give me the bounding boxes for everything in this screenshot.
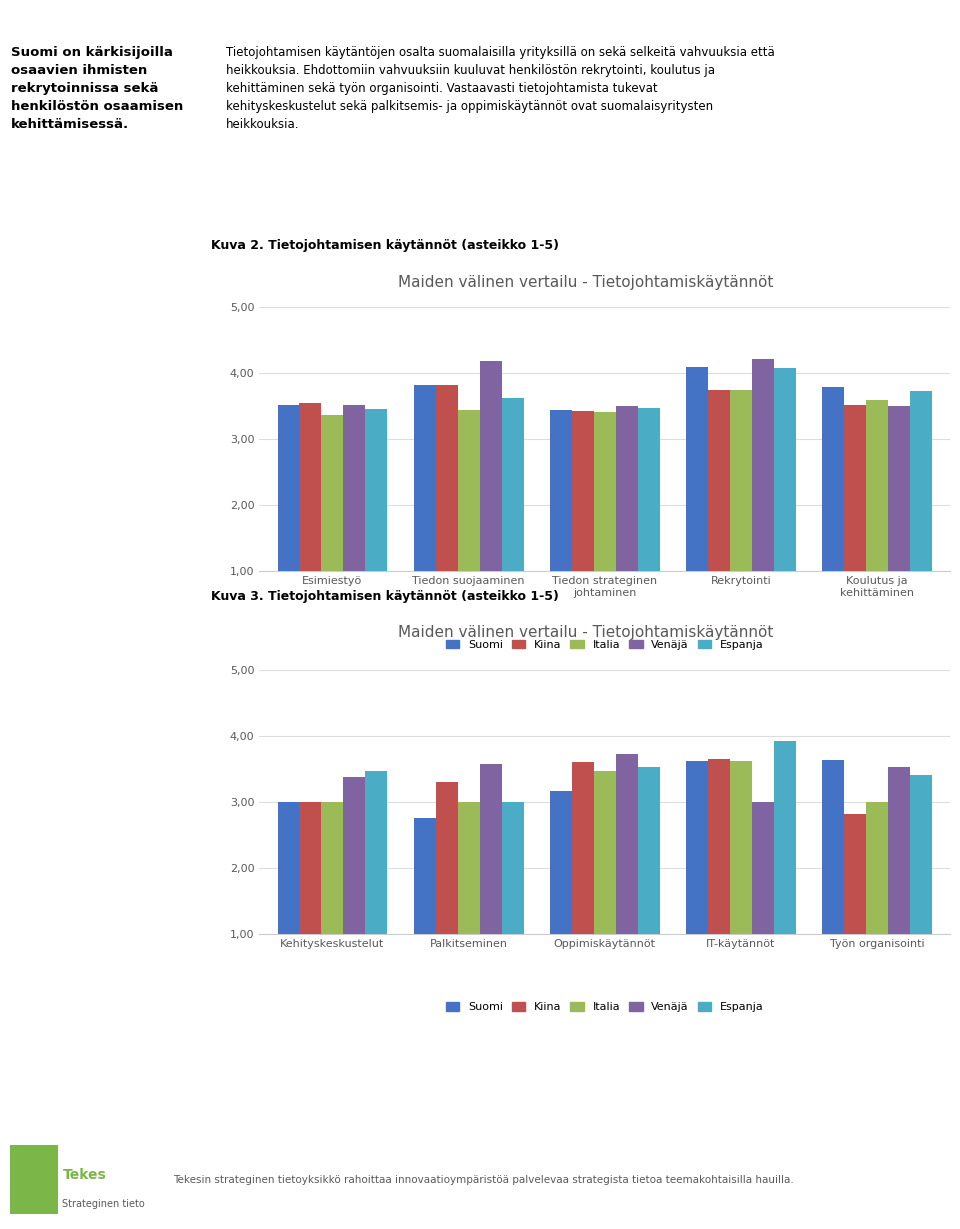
- Bar: [910, 391, 932, 638]
- Bar: [344, 778, 366, 1000]
- Bar: [730, 390, 752, 638]
- Bar: [866, 399, 888, 638]
- Legend: Suomi, Kiina, Italia, Venäjä, Espanja: Suomi, Kiina, Italia, Venäjä, Espanja: [442, 635, 768, 654]
- Bar: [458, 803, 480, 1000]
- Text: Maiden välinen vertailu - Tietojohtamiskäytännöt: Maiden välinen vertailu - Tietojohtamisk…: [397, 626, 774, 640]
- Bar: [550, 409, 572, 638]
- Bar: [322, 803, 344, 1000]
- Text: Tekesin strateginen tietoyksikkö rahoittaa innovaatioympäristöä palvelevaa strat: Tekesin strateginen tietoyksikkö rahoitt…: [173, 1175, 794, 1185]
- Bar: [366, 409, 387, 638]
- Bar: [366, 771, 387, 1000]
- Bar: [436, 385, 458, 638]
- Bar: [344, 406, 366, 638]
- Bar: [637, 767, 660, 1000]
- Bar: [414, 385, 436, 638]
- Bar: [708, 760, 730, 1000]
- Bar: [686, 761, 708, 1000]
- Bar: [480, 361, 501, 638]
- Text: Maiden välinen vertailu - Tietojohtamiskäytännöt: Maiden välinen vertailu - Tietojohtamisk…: [397, 275, 774, 290]
- Text: Tekes: Tekes: [62, 1168, 107, 1182]
- Bar: [615, 407, 637, 638]
- Bar: [708, 390, 730, 638]
- Text: Kuva 2. Tietojohtamisen käytännöt (asteikko 1-5): Kuva 2. Tietojohtamisen käytännöt (astei…: [211, 240, 559, 252]
- Bar: [752, 803, 774, 1000]
- Text: Strateginen tieto: Strateginen tieto: [62, 1200, 145, 1209]
- Bar: [888, 767, 910, 1000]
- Bar: [594, 771, 615, 1000]
- Bar: [866, 803, 888, 1000]
- Bar: [300, 803, 322, 1000]
- FancyBboxPatch shape: [0, 1144, 134, 1215]
- Bar: [572, 762, 594, 1000]
- Bar: [774, 741, 796, 1000]
- Bar: [501, 803, 523, 1000]
- Bar: [458, 409, 480, 638]
- Bar: [300, 403, 322, 638]
- Bar: [774, 367, 796, 638]
- Bar: [730, 761, 752, 1000]
- Bar: [10, 1145, 58, 1214]
- Bar: [637, 408, 660, 638]
- Bar: [277, 803, 300, 1000]
- Bar: [844, 814, 866, 1000]
- Text: Tietojohtamisen käytäntöjen osalta suomalaisilla yrityksillä on sekä selkeitä va: Tietojohtamisen käytäntöjen osalta suoma…: [227, 47, 775, 132]
- Bar: [910, 775, 932, 1000]
- Bar: [550, 790, 572, 1000]
- Text: Kuva 3. Tietojohtamisen käytännöt (asteikko 1-5): Kuva 3. Tietojohtamisen käytännöt (astei…: [211, 590, 559, 602]
- Bar: [823, 761, 844, 1000]
- Bar: [844, 406, 866, 638]
- Bar: [501, 398, 523, 638]
- Bar: [823, 387, 844, 638]
- Bar: [752, 359, 774, 638]
- Bar: [480, 764, 501, 1000]
- Bar: [277, 406, 300, 638]
- Bar: [322, 415, 344, 638]
- Bar: [594, 412, 615, 638]
- Bar: [572, 410, 594, 638]
- Text: Suomi on kärkisijoilla
osaavien ihmisten
rekrytoinnissa sekä
henkilöstön osaamis: Suomi on kärkisijoilla osaavien ihmisten…: [11, 47, 182, 132]
- Bar: [615, 755, 637, 1000]
- Bar: [414, 819, 436, 1000]
- Bar: [686, 366, 708, 638]
- Legend: Suomi, Kiina, Italia, Venäjä, Espanja: Suomi, Kiina, Italia, Venäjä, Espanja: [442, 998, 768, 1016]
- Bar: [436, 782, 458, 1000]
- Bar: [888, 407, 910, 638]
